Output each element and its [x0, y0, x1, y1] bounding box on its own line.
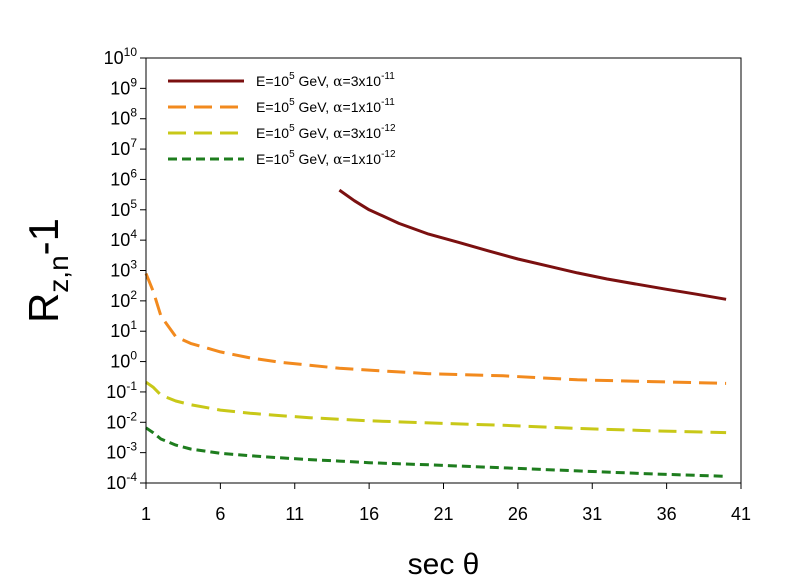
series-line-1 [338, 188, 727, 301]
x-tick-label: 21 [433, 504, 453, 524]
y-tick-label: 107 [110, 136, 137, 159]
y-tick-label: 109 [110, 75, 137, 98]
x-tick-label: 1 [141, 504, 151, 524]
y-tick-label: 100 [110, 349, 137, 372]
y-tick-label: 102 [110, 288, 137, 311]
legend-label-3: E=105 GeV, α=3x10-12 [256, 123, 396, 142]
legend-label-4: E=105 GeV, α=1x10-12 [256, 149, 396, 168]
y-tick-label: 10-4 [106, 470, 137, 493]
series-layer [144, 188, 727, 478]
series-line-2 [144, 272, 727, 385]
y-tick-label: 1010 [104, 45, 138, 68]
y-tick-label: 101 [110, 318, 137, 341]
y-tick-label: 10-2 [106, 409, 137, 432]
series-line-4 [145, 426, 727, 478]
y-tick-label: 10-3 [106, 440, 137, 463]
legend-label-1: E=105 GeV, α=3x10-11 [256, 71, 395, 90]
x-tick-label: 26 [508, 504, 528, 524]
plot-frame [145, 57, 742, 484]
y-axis-title-subscript: z,n [43, 255, 74, 292]
x-tick-label: 41 [731, 504, 751, 524]
x-tick-label: 6 [215, 504, 225, 524]
y-tick-label: 105 [110, 197, 137, 220]
x-tick-label: 11 [285, 504, 304, 524]
y-tick-label: 10-1 [106, 379, 137, 402]
x-tick-label: 16 [359, 504, 379, 524]
legend: E=105 GeV, α=3x10-11 E=105 GeV, α=1x10-11… [168, 71, 396, 168]
y-tick-label: 103 [110, 258, 137, 281]
y-tick-label: 108 [110, 106, 137, 129]
series-line-3 [145, 380, 727, 435]
y-axis-title: Rz,n-1 [20, 218, 74, 323]
y-tick-label: 104 [110, 227, 137, 250]
x-axis-title: sec θ [408, 548, 480, 581]
legend-label-2: E=105 GeV, α=1x10-11 [256, 97, 395, 116]
x-tick-label: 36 [657, 504, 677, 524]
y-axis-title-main: R [20, 293, 67, 323]
y-tick-label: 106 [110, 166, 137, 189]
x-tick-label: 31 [582, 504, 602, 524]
y-axis-title-suffix: -1 [20, 218, 67, 255]
